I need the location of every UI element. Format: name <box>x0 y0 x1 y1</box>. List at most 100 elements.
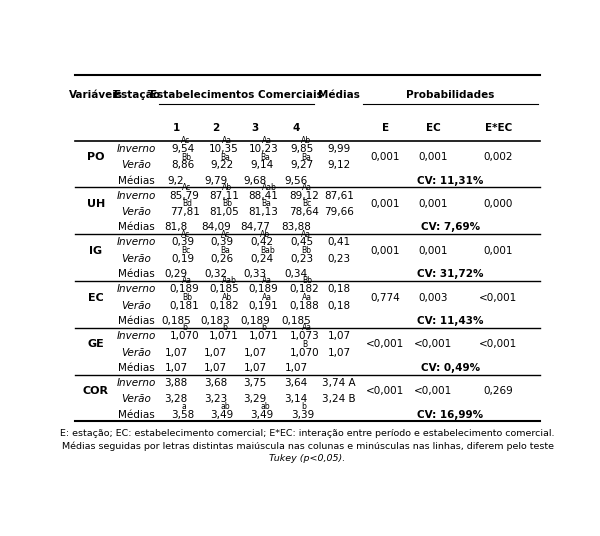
Text: 1,070: 1,070 <box>170 331 199 341</box>
Text: Aa: Aa <box>262 277 271 286</box>
Text: 0,24: 0,24 <box>250 254 273 264</box>
Text: Verão: Verão <box>122 207 152 217</box>
Text: 0,29: 0,29 <box>164 269 188 279</box>
Text: Ab: Ab <box>301 136 311 145</box>
Text: 9,2: 9,2 <box>168 175 184 185</box>
Text: Médias: Médias <box>118 410 155 420</box>
Text: 2: 2 <box>212 123 219 132</box>
Text: 0,001: 0,001 <box>371 199 400 209</box>
Text: 9,56: 9,56 <box>284 175 308 185</box>
Text: 83,88: 83,88 <box>281 222 311 232</box>
Text: 0,18: 0,18 <box>328 301 350 311</box>
Text: 1,07: 1,07 <box>164 348 188 358</box>
Text: Aa: Aa <box>301 230 311 239</box>
Text: 0,39: 0,39 <box>171 237 194 248</box>
Text: Verão: Verão <box>122 160 152 170</box>
Text: 9,14: 9,14 <box>250 160 273 170</box>
Text: 0,182: 0,182 <box>289 284 319 294</box>
Text: 9,54: 9,54 <box>171 144 194 154</box>
Text: Bb: Bb <box>182 293 193 302</box>
Text: 3,74 A: 3,74 A <box>322 378 356 388</box>
Text: <0,001: <0,001 <box>479 293 517 302</box>
Text: 9,68: 9,68 <box>244 175 267 185</box>
Text: Médias: Médias <box>118 269 155 279</box>
Text: COR: COR <box>83 386 109 396</box>
Text: 81,13: 81,13 <box>248 207 278 217</box>
Text: 0,39: 0,39 <box>211 237 233 248</box>
Text: 0,000: 0,000 <box>484 199 513 209</box>
Text: 8,86: 8,86 <box>171 160 194 170</box>
Text: 10,23: 10,23 <box>248 144 278 154</box>
Text: 9,22: 9,22 <box>211 160 234 170</box>
Text: Tukey (p<0,05).: Tukey (p<0,05). <box>269 453 346 463</box>
Text: 10,35: 10,35 <box>209 144 239 154</box>
Text: Aa: Aa <box>302 293 312 302</box>
Text: PO: PO <box>87 152 104 162</box>
Text: 3,88: 3,88 <box>164 378 188 388</box>
Text: 87,11: 87,11 <box>209 191 239 200</box>
Text: Ac: Ac <box>182 183 191 192</box>
Text: Bd: Bd <box>182 199 193 209</box>
Text: 1,07: 1,07 <box>244 363 267 373</box>
Text: CV: 31,72%: CV: 31,72% <box>417 269 484 279</box>
Text: 0,001: 0,001 <box>418 245 448 256</box>
Text: a: a <box>181 402 186 411</box>
Text: 3,58: 3,58 <box>171 410 194 420</box>
Text: 1,07: 1,07 <box>164 363 188 373</box>
Text: CV: 16,99%: CV: 16,99% <box>418 410 484 420</box>
Text: Verão: Verão <box>122 254 152 264</box>
Text: 0,191: 0,191 <box>248 301 278 311</box>
Text: 0,189: 0,189 <box>170 284 199 294</box>
Text: 0,185: 0,185 <box>281 316 311 326</box>
Text: GE: GE <box>88 339 104 349</box>
Text: <0,001: <0,001 <box>479 339 517 349</box>
Text: 9,85: 9,85 <box>290 144 314 154</box>
Text: 9,12: 9,12 <box>327 160 350 170</box>
Text: 88,41: 88,41 <box>248 191 278 200</box>
Text: 0,774: 0,774 <box>371 293 400 302</box>
Text: 1,073: 1,073 <box>289 331 319 341</box>
Text: Médias seguidas por letras distintas maiúscula nas colunas e minúsculas nas linh: Médias seguidas por letras distintas mai… <box>62 441 554 451</box>
Text: 0,001: 0,001 <box>484 245 513 256</box>
Text: 1,071: 1,071 <box>209 331 239 341</box>
Text: 1,07: 1,07 <box>244 348 267 358</box>
Text: 3,24 B: 3,24 B <box>322 394 356 405</box>
Text: b: b <box>222 323 227 332</box>
Text: Inverno: Inverno <box>117 378 156 388</box>
Text: Aa: Aa <box>182 277 193 286</box>
Text: 0,001: 0,001 <box>418 152 448 162</box>
Text: Aa: Aa <box>302 323 312 332</box>
Text: 1: 1 <box>173 123 180 132</box>
Text: Ba: Ba <box>221 153 230 162</box>
Text: Bb: Bb <box>302 277 312 286</box>
Text: 1,07: 1,07 <box>204 363 227 373</box>
Text: Bb: Bb <box>222 199 232 209</box>
Text: E: estação; EC: estabelecimento comercial; E*EC: interação entre período e estab: E: estação; EC: estabelecimento comercia… <box>60 429 555 438</box>
Text: EC: EC <box>88 293 104 302</box>
Text: Ac: Ac <box>181 136 190 145</box>
Text: 0,189: 0,189 <box>241 316 270 326</box>
Text: 0,42: 0,42 <box>250 237 273 248</box>
Text: Médias: Médias <box>118 175 155 185</box>
Text: 3,75: 3,75 <box>244 378 267 388</box>
Text: 0,26: 0,26 <box>211 254 233 264</box>
Text: b: b <box>182 323 187 332</box>
Text: 0,001: 0,001 <box>418 199 448 209</box>
Text: B: B <box>302 340 307 349</box>
Text: Bc: Bc <box>302 199 311 209</box>
Text: ab: ab <box>221 402 230 411</box>
Text: Variáveis: Variáveis <box>69 90 123 100</box>
Text: E: E <box>382 123 389 132</box>
Text: 3,39: 3,39 <box>290 410 314 420</box>
Text: Verão: Verão <box>122 301 152 311</box>
Text: Aa: Aa <box>222 136 232 145</box>
Text: CV: 0,49%: CV: 0,49% <box>421 363 480 373</box>
Text: Médias: Médias <box>318 90 360 100</box>
Text: 9,27: 9,27 <box>290 160 314 170</box>
Text: 0,32: 0,32 <box>204 269 227 279</box>
Text: 0,002: 0,002 <box>484 152 513 162</box>
Text: Verão: Verão <box>122 348 152 358</box>
Text: Inverno: Inverno <box>117 191 156 200</box>
Text: 0,001: 0,001 <box>371 245 400 256</box>
Text: Ab: Ab <box>260 230 271 239</box>
